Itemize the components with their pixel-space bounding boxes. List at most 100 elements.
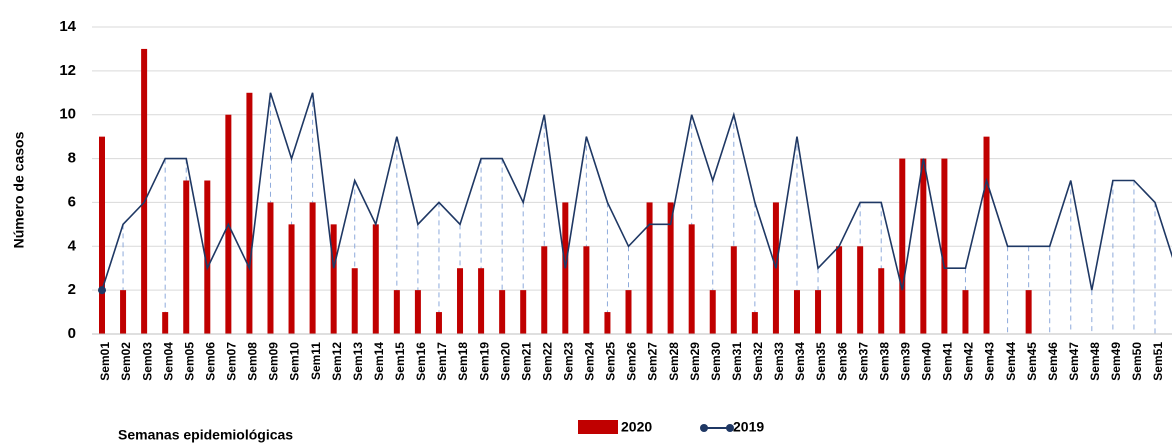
x-tick-label: Sem13 <box>351 342 365 381</box>
bar <box>393 290 400 334</box>
bar <box>962 290 969 334</box>
bar <box>435 312 442 334</box>
bar <box>499 290 506 334</box>
x-tick-label: Sem45 <box>1025 342 1039 381</box>
x-tick-label: Sem42 <box>962 342 976 381</box>
bar <box>625 290 632 334</box>
x-tick-label: Sem22 <box>540 342 554 381</box>
bar <box>457 268 464 334</box>
bar <box>604 312 611 334</box>
bar <box>709 290 716 334</box>
bar <box>583 246 590 334</box>
x-tick-label: Sem41 <box>941 342 955 381</box>
x-tick-label: Sem04 <box>161 342 175 381</box>
line-marker <box>98 286 106 295</box>
x-tick-label: Sem07 <box>225 342 239 381</box>
bar <box>730 246 737 334</box>
bar <box>920 158 927 334</box>
bar <box>646 202 653 334</box>
x-axis-label: Semanas epidemiológicas <box>118 427 293 443</box>
x-tick-label: Sem09 <box>267 342 281 381</box>
bar <box>141 48 148 335</box>
x-tick-label: Sem49 <box>1109 342 1123 381</box>
x-tick-label: Sem16 <box>414 342 428 381</box>
x-tick-label: Sem47 <box>1067 342 1081 381</box>
y-tick-label: 2 <box>68 281 76 298</box>
bar <box>414 290 421 334</box>
x-tick-label: Sem32 <box>751 342 765 381</box>
x-tick-label: Sem05 <box>182 342 196 381</box>
bar <box>541 246 548 334</box>
x-tick-label: Sem39 <box>898 342 912 381</box>
bar <box>520 290 527 334</box>
bar <box>246 92 253 335</box>
x-tick-label: Sem24 <box>583 342 597 381</box>
bar <box>815 290 822 334</box>
bar <box>793 290 800 334</box>
y-tick-label: 14 <box>59 18 76 35</box>
bar <box>183 180 190 334</box>
x-tick-label: Sem11 <box>309 342 323 380</box>
x-tick-label: Sem26 <box>625 342 639 381</box>
legend-swatch <box>578 420 618 434</box>
x-tick-label: Sem37 <box>856 342 870 381</box>
x-tick-label: Sem03 <box>140 342 154 381</box>
x-tick-label: Sem17 <box>435 342 449 381</box>
bar <box>878 268 885 334</box>
bar <box>267 202 274 334</box>
bar <box>372 224 379 334</box>
bar <box>1025 290 1032 334</box>
x-tick-label: Sem19 <box>477 342 491 381</box>
x-tick-label: Sem06 <box>203 342 217 381</box>
bar <box>120 290 127 334</box>
bar <box>751 312 758 334</box>
legend-marker <box>700 424 708 432</box>
x-tick-label: Sem15 <box>393 342 407 381</box>
x-tick-label: Sem48 <box>1088 342 1102 381</box>
x-tick-label: Sem40 <box>920 342 934 381</box>
x-tick-label: Sem14 <box>372 342 386 381</box>
x-tick-label: Sem28 <box>667 342 681 381</box>
line <box>101 92 1172 291</box>
x-tick-label: Sem38 <box>877 342 891 381</box>
bar <box>857 246 864 334</box>
bar <box>162 312 169 334</box>
bar <box>478 268 485 334</box>
x-tick-label: Sem01 <box>98 342 112 381</box>
x-tick-label: Sem10 <box>288 342 302 381</box>
x-tick-label: Sem27 <box>646 342 660 381</box>
bar <box>836 246 843 334</box>
bar <box>309 202 316 334</box>
x-tick-label: Sem51 <box>1151 342 1165 381</box>
y-tick-label: 8 <box>68 150 76 167</box>
bar <box>941 158 948 334</box>
x-tick-label: Sem02 <box>119 342 133 381</box>
x-tick-label: Sem12 <box>330 342 344 381</box>
x-tick-label: Sem34 <box>793 342 807 381</box>
x-tick-label: Sem29 <box>688 342 702 381</box>
x-tick-label: Sem33 <box>772 342 786 381</box>
y-tick-label: 4 <box>68 237 77 254</box>
y-tick-label: 0 <box>68 325 76 342</box>
legend-label: 2019 <box>733 419 764 435</box>
x-tick-label: Sem50 <box>1130 342 1144 381</box>
bar <box>899 158 906 334</box>
x-tick-label: Sem46 <box>1046 342 1060 381</box>
x-tick-label: Sem21 <box>519 342 533 381</box>
x-tick-label: Sem31 <box>730 342 744 381</box>
bar <box>983 136 990 334</box>
x-tick-label: Sem23 <box>561 342 575 381</box>
y-axis-label: Número de casos <box>11 131 27 248</box>
bar <box>688 224 695 334</box>
y-tick-label: 10 <box>59 106 76 123</box>
x-tick-label: Sem25 <box>604 342 618 381</box>
legend-marker <box>726 424 734 432</box>
legend-label: 2020 <box>621 419 652 435</box>
y-tick-label: 12 <box>59 62 76 79</box>
x-tick-label: Sem08 <box>246 342 260 381</box>
x-tick-label: Sem36 <box>835 342 849 381</box>
bar <box>204 180 211 334</box>
bar <box>99 136 105 334</box>
bar <box>288 224 295 334</box>
